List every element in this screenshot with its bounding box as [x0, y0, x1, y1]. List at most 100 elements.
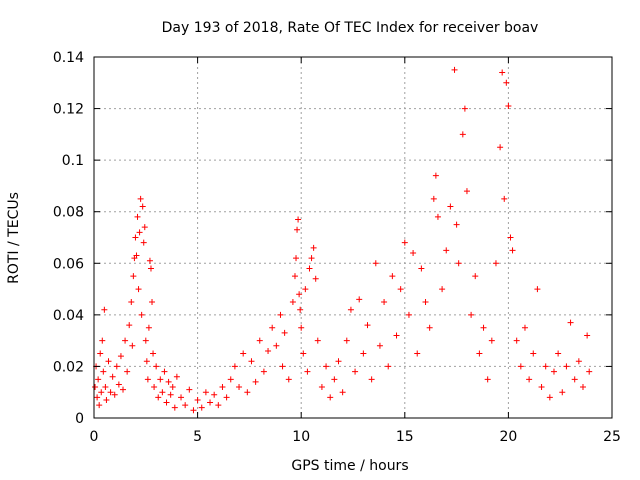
data-point	[207, 399, 214, 406]
data-point	[211, 391, 218, 398]
data-point	[306, 265, 313, 272]
data-point	[165, 378, 172, 385]
data-point	[453, 221, 460, 228]
data-point	[501, 195, 508, 202]
data-point	[139, 203, 146, 210]
data-point	[194, 396, 201, 403]
data-point	[381, 298, 388, 305]
data-point	[584, 332, 591, 339]
data-point	[101, 306, 108, 313]
x-tick-label: 15	[396, 429, 414, 445]
data-point	[521, 324, 528, 331]
data-point	[542, 363, 549, 370]
data-point	[145, 324, 152, 331]
data-point	[364, 322, 371, 329]
data-point	[141, 224, 148, 231]
data-point	[293, 255, 300, 262]
data-point	[472, 273, 479, 280]
data-point	[144, 376, 151, 383]
x-tick-label: 10	[292, 429, 310, 445]
data-point	[151, 384, 158, 391]
data-point	[434, 213, 441, 220]
data-point	[505, 102, 512, 109]
data-point	[372, 260, 379, 267]
data-point	[279, 363, 286, 370]
data-point	[102, 384, 109, 391]
data-point	[97, 350, 104, 357]
data-point	[163, 399, 170, 406]
y-tick-label: 0.04	[53, 308, 84, 324]
data-point	[530, 350, 537, 357]
data-point	[129, 342, 136, 349]
data-point	[297, 306, 304, 313]
data-point	[236, 384, 243, 391]
data-point	[138, 311, 145, 318]
data-point	[99, 337, 106, 344]
data-point	[555, 350, 562, 357]
data-point	[109, 373, 116, 380]
data-point	[215, 402, 222, 409]
axis-ticks: 0 5 10 15 20 25 0 0.02 0.04 0.06 0.08 0.1 0.12 0.14	[53, 50, 621, 445]
data-point	[115, 381, 122, 388]
data-point	[136, 229, 143, 236]
data-point	[149, 298, 156, 305]
data-point	[439, 286, 446, 293]
data-point	[451, 66, 458, 73]
data-point	[281, 329, 288, 336]
data-point	[159, 389, 166, 396]
data-point	[190, 407, 197, 414]
data-point	[447, 203, 454, 210]
data-point	[223, 394, 230, 401]
data-point	[538, 384, 545, 391]
data-point	[389, 273, 396, 280]
data-point	[550, 368, 557, 375]
data-point	[219, 384, 226, 391]
y-tick-label: 0.12	[53, 102, 84, 118]
data-point	[300, 350, 307, 357]
data-point	[393, 332, 400, 339]
data-point	[98, 389, 105, 396]
data-point	[571, 376, 578, 383]
data-point	[517, 363, 524, 370]
data-point	[147, 265, 154, 272]
data-point	[410, 249, 417, 256]
data-point	[507, 234, 514, 241]
gridlines	[94, 57, 612, 418]
y-axis-label: ROTI / TECUs	[6, 192, 22, 284]
data-point	[360, 350, 367, 357]
data-point	[347, 306, 354, 313]
data-point	[153, 363, 160, 370]
data-point	[135, 286, 142, 293]
data-point	[497, 144, 504, 151]
data-point	[100, 368, 107, 375]
plot-frame	[93, 56, 613, 419]
data-point	[459, 131, 466, 138]
x-tick-label: 20	[499, 429, 517, 445]
data-point	[314, 337, 321, 344]
data-point	[586, 368, 593, 375]
data-point	[302, 286, 309, 293]
data-point	[244, 389, 251, 396]
data-point	[352, 368, 359, 375]
data-point	[240, 350, 247, 357]
data-point	[161, 368, 168, 375]
data-point	[111, 391, 118, 398]
data-point	[157, 376, 164, 383]
data-point	[461, 105, 468, 112]
data-point	[484, 376, 491, 383]
y-tick-label: 0.1	[62, 153, 84, 169]
data-point	[260, 368, 267, 375]
data-point	[107, 389, 114, 396]
data-point	[171, 404, 178, 411]
data-point	[567, 319, 574, 326]
data-point	[126, 322, 133, 329]
data-point	[173, 373, 180, 380]
data-point	[468, 311, 475, 318]
data-point	[265, 347, 272, 354]
data-point	[304, 368, 311, 375]
data-point	[432, 172, 439, 179]
data-point	[310, 244, 317, 251]
data-point	[150, 350, 157, 357]
data-point	[142, 337, 149, 344]
